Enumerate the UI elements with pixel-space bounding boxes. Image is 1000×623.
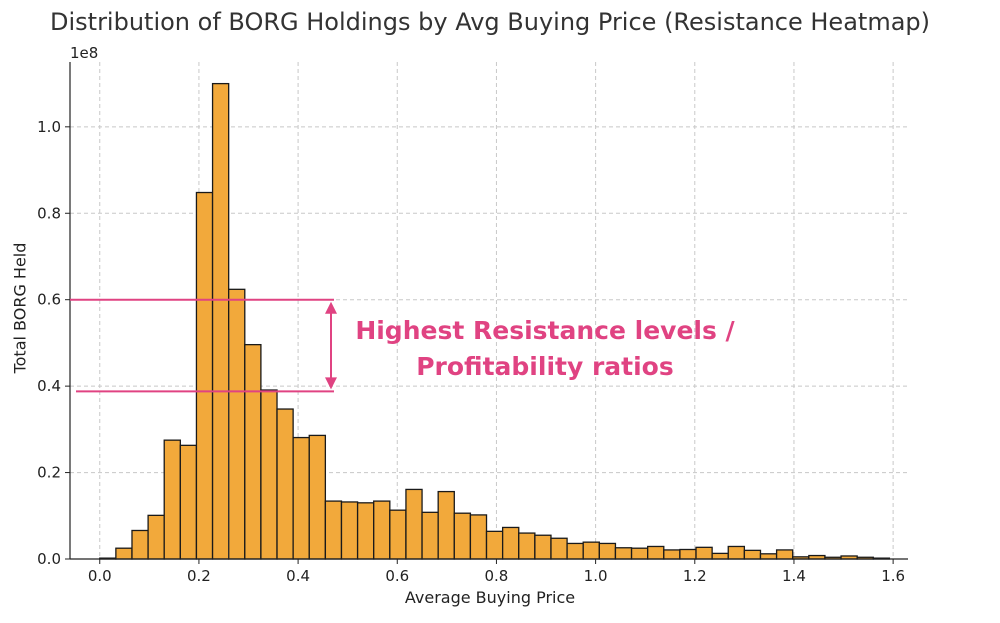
x-tick-label: 0.2 (187, 567, 211, 585)
x-tick-label: 1.2 (683, 567, 707, 585)
histogram-bar (324, 500, 343, 560)
annotation-line-2: Profitability ratios (416, 352, 674, 381)
y-tick-label: 1.0 (37, 118, 61, 136)
histogram-bar (743, 549, 762, 560)
x-tick-label: 0.4 (286, 567, 310, 585)
histogram-bar (566, 542, 584, 560)
histogram-bar (228, 288, 246, 560)
x-tick-label: 1.0 (584, 567, 608, 585)
histogram-bar (647, 545, 665, 560)
y-axis-scale-label: 1e8 (70, 44, 99, 62)
histogram-bar (663, 549, 681, 560)
y-axis-label: Total BORG Held (10, 242, 30, 374)
histogram-bar (518, 532, 536, 560)
resistance-arrow-head-up (325, 301, 337, 314)
histogram-bar (244, 343, 262, 560)
histogram-bar (727, 545, 746, 560)
histogram-bar (308, 434, 327, 560)
y-tick-label: 0.4 (37, 377, 61, 395)
histogram-bar (534, 534, 552, 560)
histogram-bar (582, 541, 600, 560)
x-tick-label: 0.8 (485, 567, 509, 585)
x-tick-label: 0.0 (88, 567, 112, 585)
histogram-bar (695, 546, 713, 560)
x-axis-label: Average Buying Price (404, 588, 576, 607)
histogram-bar (211, 82, 230, 560)
histogram-bar (679, 548, 697, 560)
histogram-bar (276, 408, 294, 560)
y-tick-label: 0.2 (37, 464, 61, 482)
x-tick-label: 1.6 (881, 567, 905, 585)
y-tick-label: 0.6 (37, 291, 61, 309)
histogram-bar (292, 436, 310, 560)
x-tick-label: 1.4 (782, 567, 806, 585)
histogram-bar (598, 542, 617, 560)
histogram-bar (501, 526, 520, 560)
histogram-bar (260, 389, 278, 560)
y-tick-label: 0.8 (37, 204, 61, 222)
resistance-arrow-head-down (325, 377, 337, 390)
histogram-bar (405, 488, 423, 560)
histogram-bar (147, 514, 165, 560)
histogram-bar (179, 444, 198, 560)
histogram-bar (131, 529, 149, 560)
histogram-bar (195, 191, 214, 560)
histogram-bar (453, 512, 472, 560)
histogram-bar (163, 439, 181, 560)
y-tick-label: 0.0 (37, 550, 61, 568)
histogram-bar (389, 509, 407, 560)
histogram-bar (485, 530, 504, 560)
histogram-bar (421, 511, 439, 560)
histogram-bar (759, 553, 778, 560)
histogram-bar (775, 549, 794, 560)
annotation-line-1: Highest Resistance levels / (355, 316, 735, 345)
histogram-bar (469, 514, 488, 560)
histogram-bar (437, 490, 455, 560)
histogram-bar (340, 501, 359, 560)
chart-title: Distribution of BORG Holdings by Avg Buy… (50, 8, 930, 36)
x-tick-label: 0.6 (385, 567, 409, 585)
histogram-bar (614, 547, 633, 560)
histogram-bar (356, 502, 375, 560)
histogram-bar (550, 537, 568, 560)
histogram-bar (115, 547, 133, 560)
histogram-bar (630, 547, 649, 560)
histogram-bar (373, 500, 391, 560)
histogram-bar (711, 552, 729, 560)
